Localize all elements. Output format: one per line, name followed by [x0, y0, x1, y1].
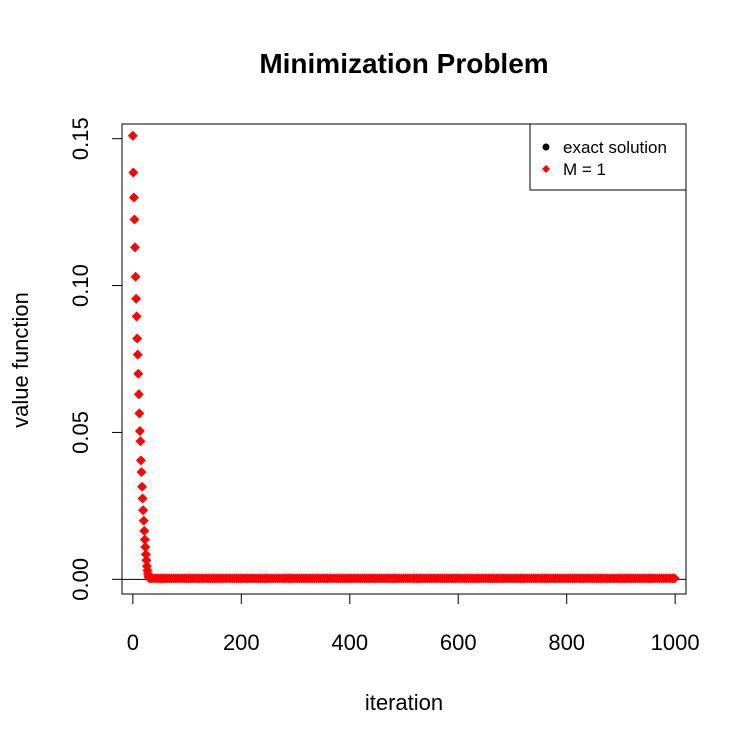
data-point-m-1 — [140, 549, 151, 560]
data-point-m-1 — [131, 311, 142, 322]
x-tick-label: 0 — [127, 630, 139, 655]
y-tick-label: 0.10 — [68, 264, 93, 307]
x-axis: 0 200 400 600 800 1000 — [127, 593, 700, 655]
legend-marker-exact-solution — [542, 143, 550, 151]
data-point-m-1 — [137, 493, 148, 504]
data-point-m-1 — [135, 436, 146, 447]
data-point-m-1 — [137, 481, 148, 492]
x-tick-label: 200 — [223, 630, 260, 655]
x-axis-label: iteration — [365, 690, 443, 715]
data-point-m-1 — [132, 333, 143, 344]
data-point-m-1 — [140, 542, 151, 552]
data-point-m-1 — [130, 242, 141, 253]
legend-label-exact-solution: exact solution — [563, 138, 667, 157]
data-point-m-1 — [127, 130, 138, 141]
data-point-m-1 — [129, 214, 140, 225]
data-points — [127, 130, 680, 584]
data-point-m-1 — [141, 555, 152, 566]
y-tick-label: 0.00 — [68, 558, 93, 601]
data-point-m-1 — [134, 408, 145, 419]
y-axis: 0.00 0.05 0.10 0.15 — [68, 117, 123, 601]
data-point-m-1 — [128, 192, 139, 203]
data-point-m-1 — [130, 271, 141, 282]
x-tick-label: 800 — [548, 630, 585, 655]
data-point-m-1 — [133, 389, 144, 400]
x-tick-label: 1000 — [651, 630, 700, 655]
data-point-m-1 — [135, 455, 146, 466]
legend-label-m-1: M = 1 — [563, 160, 606, 179]
data-point-m-1 — [133, 368, 144, 379]
x-tick-label: 400 — [331, 630, 368, 655]
y-tick-label: 0.05 — [68, 411, 93, 454]
data-point-m-1 — [139, 534, 150, 545]
legend: exact solution M = 1 — [529, 123, 687, 191]
y-tick-label: 0.15 — [68, 117, 93, 160]
data-point-m-1 — [128, 167, 139, 178]
y-axis-label: value function — [8, 292, 33, 428]
data-point-m-1 — [136, 467, 147, 478]
data-point-m-1 — [139, 525, 150, 536]
x-tick-label: 600 — [440, 630, 477, 655]
plot-frame — [121, 123, 687, 595]
data-point-m-1 — [138, 515, 149, 526]
legend-box — [529, 123, 687, 191]
data-point-m-1 — [669, 573, 680, 584]
data-point-m-1 — [132, 349, 143, 360]
data-point-m-1 — [131, 293, 142, 304]
data-point-m-1 — [134, 425, 145, 436]
legend-marker-m-1 — [542, 165, 550, 173]
chart-title: Minimization Problem — [259, 48, 548, 79]
data-point-m-1 — [138, 505, 149, 516]
